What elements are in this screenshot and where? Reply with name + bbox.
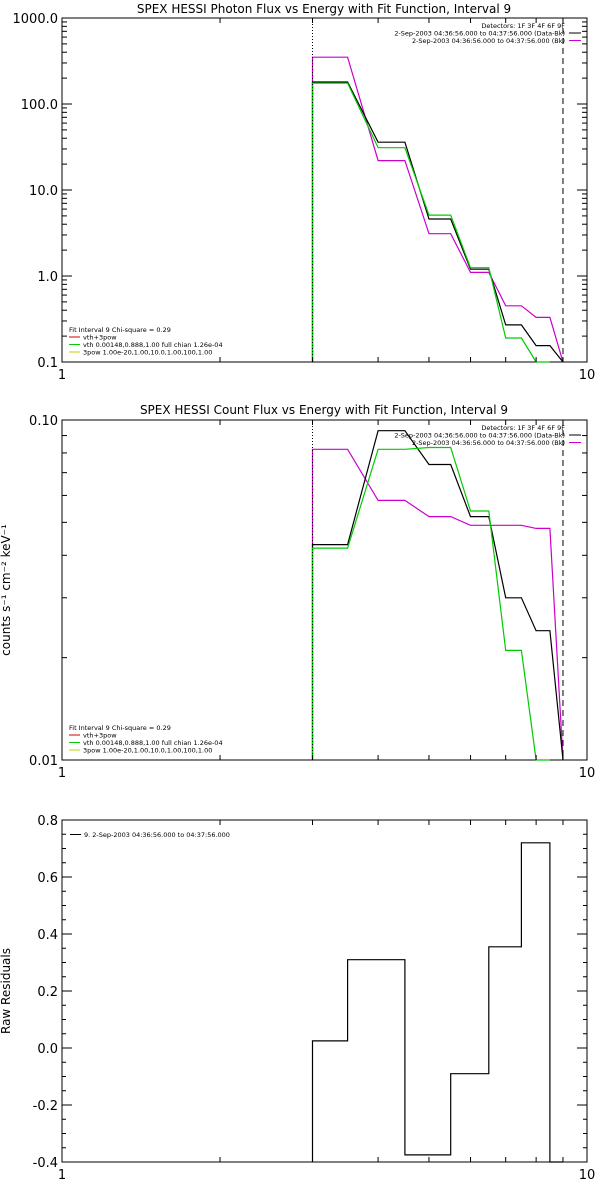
legend-bottomleft-entry: vth+3pow (83, 732, 117, 740)
legend-bottomleft-entry: vth 0.00148,0.888,1.00 full chian 1.26e-… (83, 739, 223, 747)
series-line-0 (311, 448, 564, 761)
legend-topright-entry: 2-Sep-2003 04:36:56.000 to 04:37:56.000 … (412, 37, 565, 45)
legend-layer: Detectors: 1F 3F 4F 6F 9F2-Sep-2003 04:3… (69, 22, 581, 357)
y-tick-label: 0.2 (37, 985, 58, 1000)
y-tick-label: 0.10 (29, 414, 58, 429)
y-tick-label: 0.0 (37, 1042, 58, 1057)
y-tick-label: 0.4 (37, 928, 58, 943)
series-line-2 (311, 82, 550, 363)
y-axis-title: counts s⁻¹ cm⁻² keV⁻¹ (0, 524, 13, 656)
x-tick-label: 1 (58, 766, 66, 781)
y-tick-label: 0.8 (37, 814, 58, 829)
legend-bottomleft-entry: vth 0.00148,0.888,1.00 full chian 1.26e-… (83, 341, 223, 349)
legend-bottomleft-entry: 3pow 1.00e-20,1.00,10.0,1.00,100,1.00 (83, 349, 212, 357)
plot-frame (61, 17, 588, 363)
axis-layer: 1 10 0.8 0.6 0.4 0.2 0.0 -0.2 -0.4 (33, 814, 596, 1183)
series-line-0 (311, 56, 564, 363)
series-line-1 (311, 81, 564, 363)
x-tick-label: 10 (579, 368, 596, 383)
plot-frame (61, 819, 588, 1163)
x-tick-label: 10 (579, 1168, 596, 1183)
legend-bottomleft-entry: 3pow 1.00e-20,1.00,10.0,1.00,100,1.00 (83, 747, 212, 755)
series-line-2 (311, 446, 550, 761)
axis-layer: 1 10 1000.0 100.0 10.0 1.0 0.1 (13, 12, 596, 383)
x-tick-label: 1 (58, 1168, 66, 1183)
panel-count-flux: SPEX HESSI Count Flux vs Energy with Fit… (0, 403, 595, 781)
legend-topright-entry: 2-Sep-2003 04:36:56.000 to 04:37:56.000 … (412, 439, 565, 447)
legend-topright-entry: Detectors: 1F 3F 4F 6F 9F (481, 424, 565, 432)
y-tick-label: 1.0 (37, 270, 58, 285)
x-tick-label: 1 (58, 368, 66, 383)
panel-title: SPEX HESSI Photon Flux vs Energy with Fi… (137, 2, 511, 16)
plot-frame (61, 419, 588, 761)
legend-bottomleft-entry: Fit Interval 9 Chi-square = 0.29 (69, 326, 171, 334)
series-line-0 (311, 842, 563, 1163)
y-tick-label: -0.4 (33, 1156, 58, 1171)
legend-layer: Detectors: 1F 3F 4F 6F 9F2-Sep-2003 04:3… (69, 424, 581, 755)
legend-bottomleft-entry: Fit Interval 9 Chi-square = 0.29 (69, 724, 171, 732)
y-tick-label: 10.0 (29, 184, 58, 199)
y-tick-label: 100.0 (21, 98, 58, 113)
legend-topright-entry: Detectors: 1F 3F 4F 6F 9F (481, 22, 565, 30)
panel-residuals: Raw Residuals 1 10 0.8 0.6 0.4 0.2 0.0 -0.2 -0.4… (0, 814, 595, 1183)
x-tick-label: 10 (579, 766, 596, 781)
axis-layer: 1 10 0.10 0.01 (29, 414, 595, 781)
legend-bottomleft-entry: vth+3pow (83, 334, 117, 342)
legend-layer: 9. 2-Sep-2003 04:36:56.000 to 04:37:56.0… (70, 831, 230, 839)
y-tick-label: 0.1 (37, 356, 58, 371)
series-layer (311, 420, 564, 761)
y-tick-label: 0.01 (29, 754, 58, 769)
y-axis-title: Raw Residuals (0, 948, 13, 1034)
panel-photon-flux: SPEX HESSI Photon Flux vs Energy with Fi… (13, 2, 596, 383)
y-tick-label: 1000.0 (13, 12, 59, 27)
legend-topright-entry: 2-Sep-2003 04:36:56.000 to 04:37:56.000 … (394, 432, 565, 440)
legend-topleft-entry: 9. 2-Sep-2003 04:36:56.000 to 04:37:56.0… (84, 831, 230, 839)
legend-topright-entry: 2-Sep-2003 04:36:56.000 to 04:37:56.000 … (394, 30, 565, 38)
y-tick-label: 0.6 (37, 871, 58, 886)
series-line-1 (311, 430, 564, 761)
series-layer (311, 18, 564, 363)
panel-title: SPEX HESSI Count Flux vs Energy with Fit… (140, 403, 508, 417)
y-tick-label: -0.2 (33, 1099, 58, 1114)
series-layer (311, 842, 563, 1163)
